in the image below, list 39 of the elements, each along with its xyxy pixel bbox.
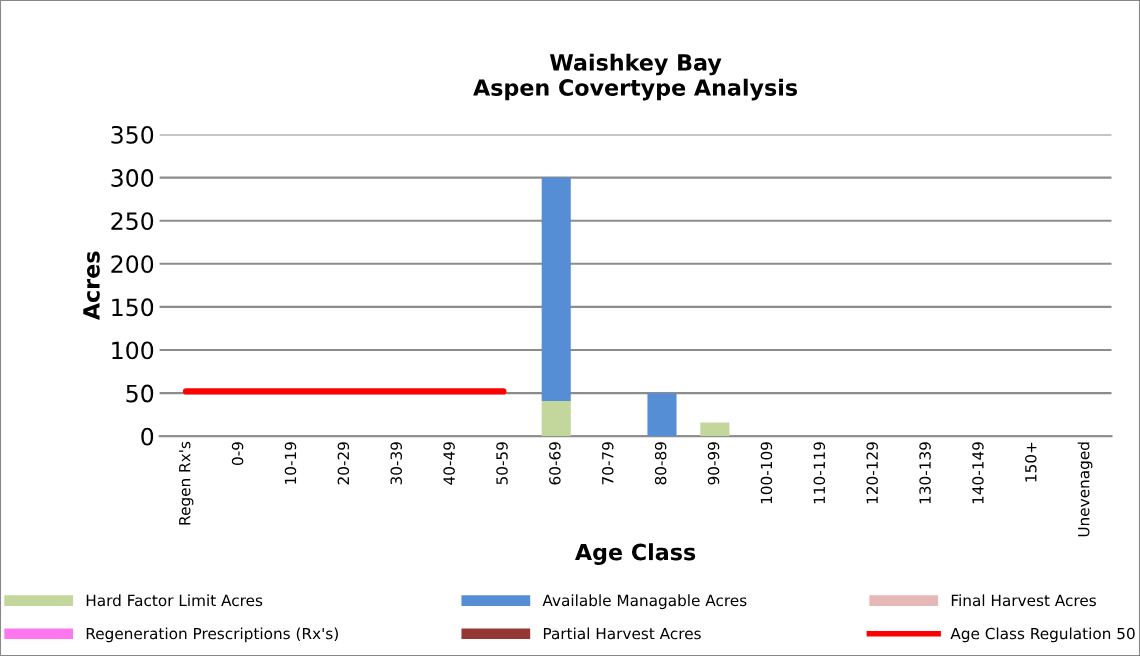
legend-label: Age Class Regulation 50 [950, 627, 1135, 643]
legend-label: Regeneration Prescriptions (Rx's) [86, 627, 338, 643]
x-tick-label: 10-19 [284, 442, 297, 484]
bar [700, 422, 730, 437]
x-tick-label: 90-99 [707, 442, 720, 485]
y-tick-label: 250 [111, 212, 154, 230]
legend-label: Final Harvest Acres [951, 594, 1096, 607]
bar [647, 393, 677, 437]
y-tick-label: 50 [126, 384, 154, 403]
x-axis-title: Age Class [575, 543, 696, 565]
x-tick-label: 70-79 [601, 442, 614, 485]
legend-label: Partial Harvest Acres [543, 627, 701, 640]
y-axis-title: Acres [83, 251, 100, 321]
y-tick-label: 200 [111, 255, 154, 274]
x-tick-label: 130-139 [919, 442, 931, 504]
y-tick-label: 150 [112, 298, 154, 317]
y-tick-label: 0 [141, 427, 154, 446]
y-tick-label: 300 [111, 169, 154, 187]
bar [541, 177, 571, 401]
legend-label: Hard Factor Limit Acres [86, 594, 263, 607]
x-tick-label: Regen Rx's [179, 441, 194, 525]
bar [541, 400, 571, 437]
x-tick-label: 110-119 [813, 442, 826, 504]
x-tick-label: Unevenaged [1077, 442, 1093, 537]
x-tick-label: 140-149 [972, 442, 984, 504]
x-tick-label: 120-129 [866, 442, 878, 504]
x-tick-label: 100-109 [760, 442, 773, 504]
x-tick-label: 60-69 [549, 442, 561, 485]
x-tick-label: 150+ [1025, 442, 1037, 482]
x-tick-label: 20-29 [337, 442, 350, 485]
x-tick-label: 40-49 [443, 442, 455, 485]
y-tick-label: 350 [111, 125, 154, 144]
chart-title: Waishkey Bay Aspen Covertype Analysis [473, 53, 798, 101]
y-tick-label: 100 [112, 341, 154, 360]
x-tick-label: 50-59 [496, 442, 508, 485]
x-tick-label: 80-89 [654, 442, 667, 485]
x-tick-label: 0-9 [231, 442, 244, 466]
x-tick-label: 30-39 [390, 442, 403, 485]
legend-label: Available Managable Acres [542, 594, 747, 610]
